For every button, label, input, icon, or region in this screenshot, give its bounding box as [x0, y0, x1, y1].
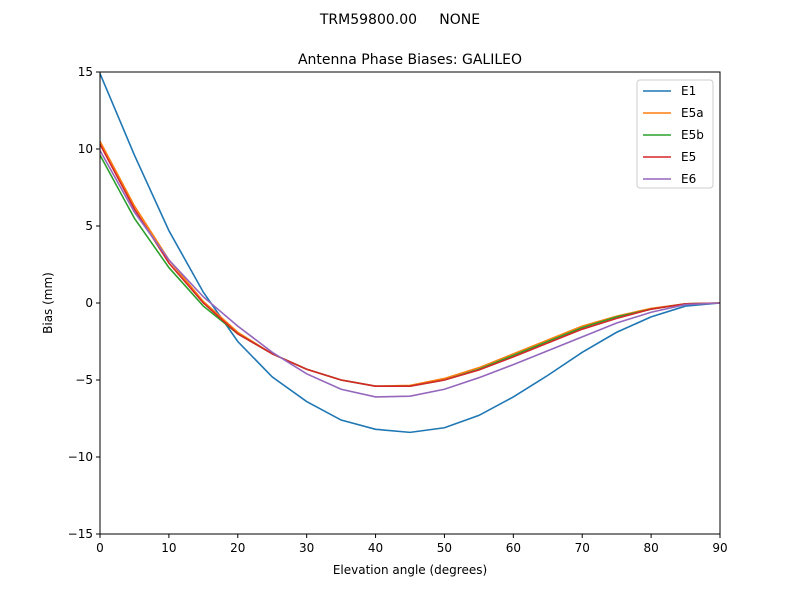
y-tick-label: −10: [68, 450, 93, 464]
x-tick-label: 0: [96, 541, 104, 555]
x-tick-label: 30: [299, 541, 314, 555]
x-tick-label: 40: [368, 541, 383, 555]
y-tick-label: 0: [85, 296, 93, 310]
x-tick-label: 20: [230, 541, 245, 555]
legend-label: E5b: [681, 128, 704, 142]
series-line-E6: [99, 150, 721, 398]
legend-label: E5: [681, 150, 696, 164]
y-tick-label: −15: [68, 527, 93, 541]
legend: E1 E5a E5b E5 E6: [636, 79, 714, 189]
x-tick-label: 50: [437, 541, 452, 555]
x-tick-label: 10: [161, 541, 176, 555]
chart-suptitle: TRM59800.00 NONE: [319, 12, 480, 28]
legend-label: E1: [681, 84, 696, 98]
legend-box: [636, 79, 714, 189]
legend-label: E5a: [681, 106, 704, 120]
x-axis-label: Elevation angle (degrees): [333, 563, 487, 577]
y-tick-label: −5: [75, 373, 93, 387]
series-line-E5: [99, 144, 721, 387]
series-line-E5a: [99, 140, 721, 387]
x-tick-label: 60: [506, 541, 521, 555]
series-line-E5b: [99, 154, 721, 387]
x-tick-label: 80: [643, 541, 658, 555]
axes-frame: [99, 71, 721, 535]
chart-title: Antenna Phase Biases: GALILEO: [298, 52, 522, 68]
legend-label: E6: [681, 172, 696, 186]
series-line-E1: [99, 73, 721, 434]
y-tick-label: 5: [85, 219, 93, 233]
x-tick-label: 70: [575, 541, 590, 555]
y-tick-label: 15: [78, 65, 93, 79]
y-axis-label: Bias (mm): [41, 272, 55, 334]
y-tick-label: 10: [78, 142, 93, 156]
x-tick-label: 90: [712, 541, 727, 555]
